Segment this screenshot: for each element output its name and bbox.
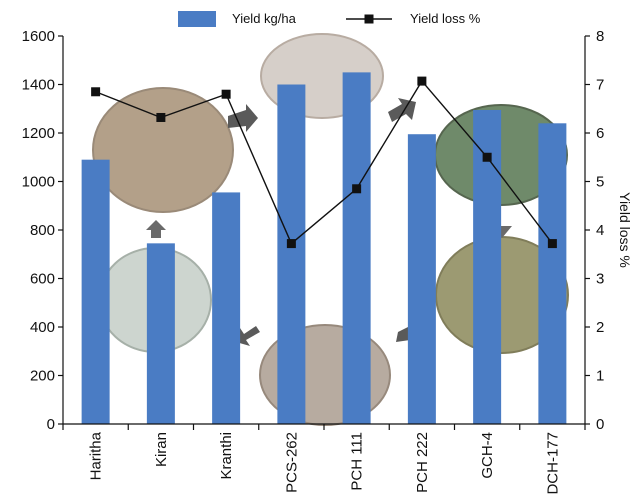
line-point	[156, 112, 166, 122]
legend-label-bar: Yield kg/ha	[232, 11, 297, 26]
bar	[277, 84, 306, 424]
x-tick-label: GCH-4	[479, 432, 496, 479]
bar	[146, 243, 175, 424]
x-tick-label: Haritha	[88, 431, 105, 480]
x-tick-label: PCH 111	[349, 432, 366, 491]
cycle-arrow-icon	[388, 98, 416, 122]
y-left-tick-label: 800	[30, 222, 55, 239]
y-left-tick-label: 1600	[22, 28, 55, 45]
y-right-tick-label: 7	[596, 77, 604, 94]
bar	[407, 134, 436, 424]
x-tick-label: Kiran	[153, 432, 170, 467]
x-tick-label: DCH-177	[544, 432, 561, 495]
line-point	[352, 184, 362, 194]
line-point	[482, 152, 492, 162]
y-right-tick-label: 3	[596, 271, 604, 288]
bar	[81, 159, 110, 425]
x-tick-label: Kranthi	[218, 432, 235, 480]
y-right-tick-label: 4	[596, 222, 604, 239]
y-left-tick-label: 400	[30, 319, 55, 336]
bar	[538, 123, 567, 425]
x-tick-label: PCS-262	[283, 432, 300, 493]
bar	[473, 109, 502, 425]
cycle-arrow-icon	[396, 326, 410, 342]
y-right-tick-label: 1	[596, 368, 604, 385]
line-point	[221, 89, 231, 99]
cycle-arrow-icon	[228, 104, 258, 132]
line-point	[417, 76, 427, 86]
legend-label-line: Yield loss %	[410, 11, 481, 26]
y-left-tick-label: 600	[30, 271, 55, 288]
y-right-tick-label: 8	[596, 28, 604, 45]
y-right-tick-label: 6	[596, 125, 604, 142]
y-left-tick-label: 200	[30, 368, 55, 385]
cycle-arrow-icon	[146, 220, 166, 238]
series-line	[95, 79, 553, 245]
y-right-axis-title: Yield loss %	[617, 192, 633, 268]
line-point	[286, 239, 296, 249]
y-left-tick-label: 0	[47, 416, 55, 433]
y-left-tick-label: 1200	[22, 125, 55, 142]
y-right-tick-label: 2	[596, 319, 604, 336]
y-left-tick-label: 1400	[22, 77, 55, 94]
line-point	[547, 239, 557, 249]
cycle-arrow-icon	[236, 326, 260, 346]
y-left-tick-label: 1000	[22, 174, 55, 191]
bar	[212, 192, 241, 424]
legend-swatch-marker	[364, 14, 374, 24]
photo-ellipse-pest-larva	[92, 87, 234, 213]
x-tick-label: PCH 222	[414, 432, 431, 493]
y-right-tick-label: 0	[596, 416, 604, 433]
legend-swatch-bar	[178, 11, 216, 27]
y-right-tick-label: 5	[596, 174, 604, 191]
bar	[342, 72, 371, 424]
line-point	[91, 87, 101, 97]
